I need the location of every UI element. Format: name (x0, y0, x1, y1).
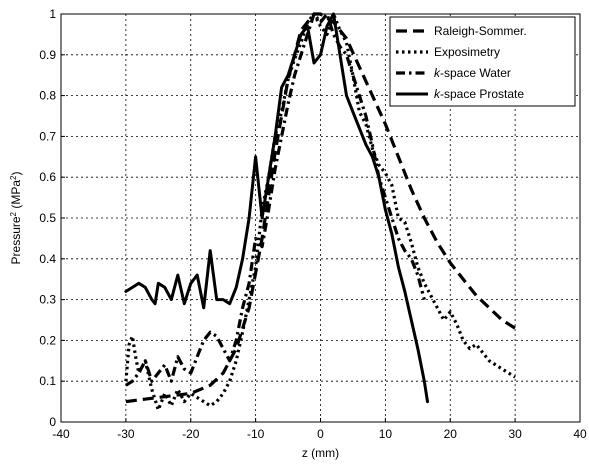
x-tick-label: -10 (247, 427, 265, 441)
series-line-3 (124, 12, 429, 404)
legend-label-text: -space Prostate (440, 87, 524, 101)
x-tick-label: -20 (182, 427, 200, 441)
y-tick-label: 1 (49, 7, 56, 21)
x-tick-label: -30 (117, 427, 135, 441)
y-axis-label: Pressure2 (MPa2) (9, 172, 24, 265)
legend-label-2: k-space Water (434, 66, 511, 80)
legend-label-3: k-space Prostate (434, 87, 524, 101)
x-tick-label: 30 (508, 427, 522, 441)
y-axis-label-sup: 2 (9, 211, 18, 216)
legend-label-text: -space Water (440, 66, 511, 80)
grid-lines (61, 14, 580, 422)
y-tick-label: 0 (49, 415, 56, 429)
y-axis-label-main: Pressure (9, 216, 23, 264)
y-tick-label: 0.6 (39, 170, 56, 184)
legend-label-text: Raleigh-Sommer. (434, 24, 527, 38)
legend-label-text: Exposimetry (434, 45, 500, 59)
y-tick-label: 0.5 (39, 211, 56, 225)
y-tick-label: 0.1 (39, 374, 56, 388)
x-tick-label: 20 (444, 427, 458, 441)
legend-label-1: Exposimetry (434, 45, 500, 59)
series-line-2 (125, 12, 426, 387)
y-tick-label: 0.7 (39, 129, 56, 143)
y-axis-label-unit-close: ) (9, 172, 23, 176)
y-tick-label: 0.3 (39, 293, 56, 307)
x-tick-label: 40 (573, 427, 587, 441)
tick-labels: -40 -30 -20 -10 0 10 20 30 40 0 0.1 0.2 0.3 0.4 0.5 0.6… (39, 7, 587, 441)
x-axis-label: z (mm) (302, 446, 339, 460)
y-tick-label: 0.9 (39, 48, 56, 62)
legend-label-0: Raleigh-Sommer. (434, 24, 527, 38)
legend-label-italic: k (434, 87, 441, 101)
y-tick-label: 0.8 (39, 89, 56, 103)
legend-label-italic: k (434, 66, 441, 80)
y-axis-label-unit: (MPa (9, 180, 23, 212)
x-tick-label: 10 (379, 427, 393, 441)
y-tick-label: 0.4 (39, 252, 56, 266)
x-tick-label: 0 (317, 427, 324, 441)
x-tick-label: -40 (52, 427, 70, 441)
series-line-0 (125, 12, 516, 404)
y-axis-label-unit-sup: 2 (9, 175, 18, 180)
y-tick-label: 0.2 (39, 333, 56, 347)
